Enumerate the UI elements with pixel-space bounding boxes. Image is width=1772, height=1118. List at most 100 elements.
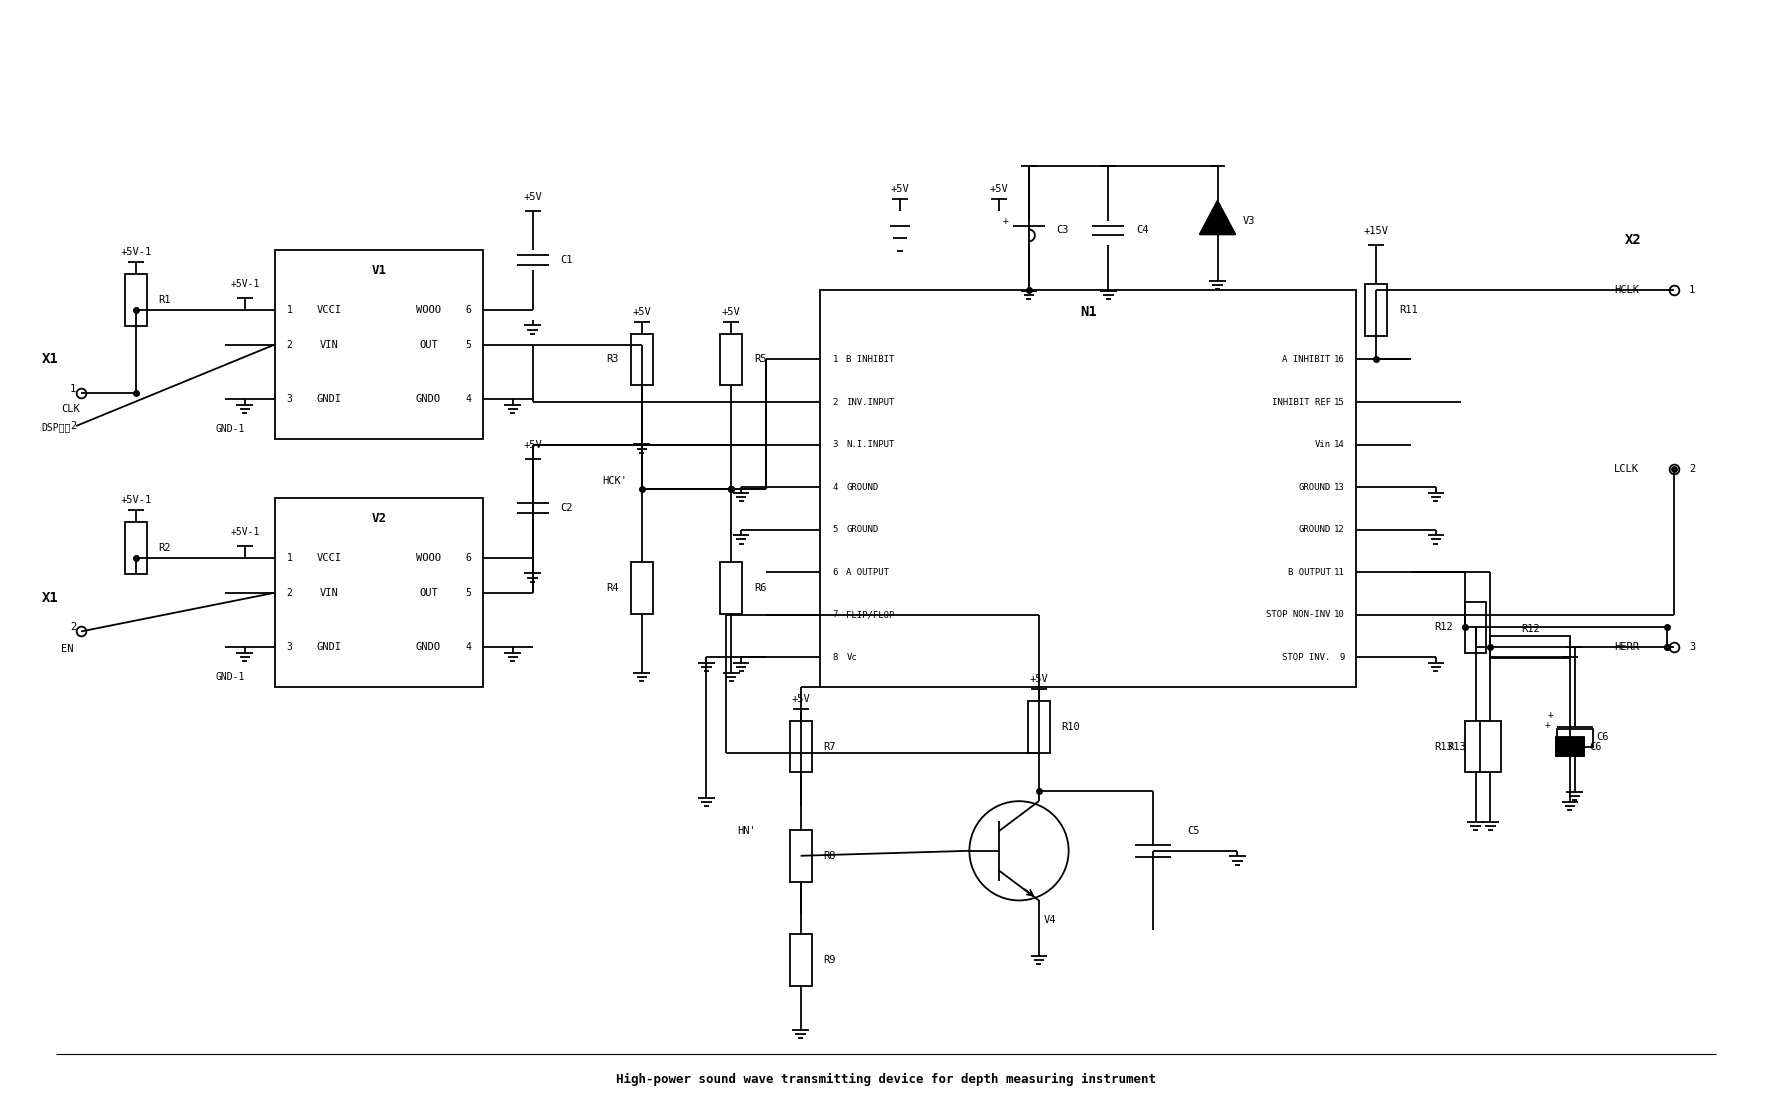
- Text: GND-1: GND-1: [214, 424, 245, 434]
- Bar: [1480, 721, 1501, 773]
- Text: R7: R7: [824, 741, 836, 751]
- Text: R13: R13: [1448, 741, 1465, 751]
- Bar: [631, 562, 652, 614]
- Bar: [1556, 737, 1584, 757]
- Text: R8: R8: [824, 851, 836, 861]
- Text: 15: 15: [1334, 398, 1345, 407]
- Bar: [1465, 721, 1487, 773]
- Text: +5V: +5V: [991, 183, 1008, 193]
- Text: 7: 7: [833, 610, 838, 619]
- Text: INV.INPUT: INV.INPUT: [847, 398, 895, 407]
- Text: GNDO: GNDO: [416, 643, 441, 652]
- Text: +5V-1: +5V-1: [230, 528, 259, 538]
- Text: 3: 3: [287, 643, 292, 652]
- Bar: [1490, 636, 1570, 659]
- Text: X1: X1: [41, 590, 58, 605]
- Text: R13: R13: [1434, 741, 1453, 751]
- Text: FLIP/FLOP: FLIP/FLOP: [847, 610, 895, 619]
- Text: 8: 8: [833, 653, 838, 662]
- Text: HCK': HCK': [602, 475, 627, 485]
- Text: 4: 4: [466, 395, 471, 405]
- Text: 4: 4: [833, 483, 838, 492]
- Text: +5V: +5V: [523, 439, 542, 449]
- Text: GNDI: GNDI: [317, 395, 342, 405]
- Text: 2: 2: [287, 340, 292, 350]
- Text: LCLK: LCLK: [1614, 464, 1639, 474]
- Text: VCCI: VCCI: [317, 553, 342, 563]
- Bar: [719, 562, 742, 614]
- Text: C1: C1: [560, 255, 572, 265]
- Text: R6: R6: [755, 582, 767, 593]
- Bar: [1366, 284, 1387, 335]
- Text: R4: R4: [606, 582, 618, 593]
- Text: EN: EN: [62, 644, 74, 654]
- Text: WOOO: WOOO: [416, 305, 441, 315]
- Text: +: +: [1003, 216, 1008, 226]
- Text: 12: 12: [1334, 525, 1345, 534]
- Text: V4: V4: [1044, 916, 1056, 926]
- Bar: [275, 499, 484, 688]
- Text: 6: 6: [466, 553, 471, 563]
- Text: HCLK: HCLK: [1614, 285, 1639, 295]
- Bar: [1558, 729, 1593, 747]
- Text: GND-1: GND-1: [214, 672, 245, 682]
- Text: R1: R1: [158, 295, 170, 305]
- Text: HN': HN': [737, 826, 757, 836]
- Bar: [124, 522, 147, 574]
- Text: C3: C3: [1056, 226, 1069, 236]
- Text: +: +: [1547, 710, 1552, 720]
- Bar: [124, 274, 147, 325]
- Text: 5: 5: [466, 588, 471, 598]
- Text: A OUTPUT: A OUTPUT: [847, 568, 890, 577]
- Text: VCCI: VCCI: [317, 305, 342, 315]
- Text: 10: 10: [1334, 610, 1345, 619]
- Text: 6: 6: [466, 305, 471, 315]
- Text: R11: R11: [1400, 305, 1418, 315]
- Text: 1: 1: [833, 356, 838, 364]
- Text: +5V: +5V: [891, 183, 909, 193]
- Text: INHIBIT REF: INHIBIT REF: [1272, 398, 1331, 407]
- Text: A INHIBIT: A INHIBIT: [1283, 356, 1331, 364]
- Text: 1: 1: [287, 305, 292, 315]
- Text: 3: 3: [833, 440, 838, 449]
- Text: N1: N1: [1081, 305, 1097, 319]
- Text: 3: 3: [287, 395, 292, 405]
- Bar: [790, 830, 812, 882]
- Text: OUT: OUT: [418, 340, 438, 350]
- Text: GROUND: GROUND: [847, 525, 879, 534]
- Text: R10: R10: [1061, 722, 1081, 732]
- Text: 4: 4: [466, 643, 471, 652]
- Text: VIN: VIN: [319, 588, 338, 598]
- Bar: [631, 333, 652, 386]
- Text: 2: 2: [69, 421, 76, 432]
- Text: 1: 1: [1689, 285, 1696, 295]
- Bar: [1465, 601, 1487, 653]
- Text: Vin: Vin: [1315, 440, 1331, 449]
- Text: C4: C4: [1136, 226, 1148, 236]
- Text: 5: 5: [833, 525, 838, 534]
- Text: C5: C5: [1187, 826, 1200, 836]
- Text: VIN: VIN: [319, 340, 338, 350]
- Text: STOP INV.: STOP INV.: [1283, 653, 1331, 662]
- Bar: [275, 250, 484, 439]
- Text: C6: C6: [1589, 741, 1602, 751]
- Text: CLK: CLK: [62, 404, 80, 414]
- Text: V1: V1: [372, 264, 386, 276]
- Text: V2: V2: [372, 512, 386, 524]
- Bar: [820, 290, 1357, 688]
- Text: 1: 1: [287, 553, 292, 563]
- Text: 13: 13: [1334, 483, 1345, 492]
- Text: +5V-1: +5V-1: [120, 495, 151, 505]
- Text: R12: R12: [1520, 625, 1540, 635]
- Text: R3: R3: [606, 354, 618, 364]
- Text: N.I.INPUT: N.I.INPUT: [847, 440, 895, 449]
- Text: 11: 11: [1334, 568, 1345, 577]
- Text: GNDI: GNDI: [317, 643, 342, 652]
- Text: 6: 6: [833, 568, 838, 577]
- Text: 1: 1: [69, 385, 76, 395]
- Text: V3: V3: [1242, 216, 1255, 226]
- Text: 5: 5: [466, 340, 471, 350]
- Text: WOOO: WOOO: [416, 553, 441, 563]
- Polygon shape: [1200, 201, 1235, 235]
- Text: 16: 16: [1334, 356, 1345, 364]
